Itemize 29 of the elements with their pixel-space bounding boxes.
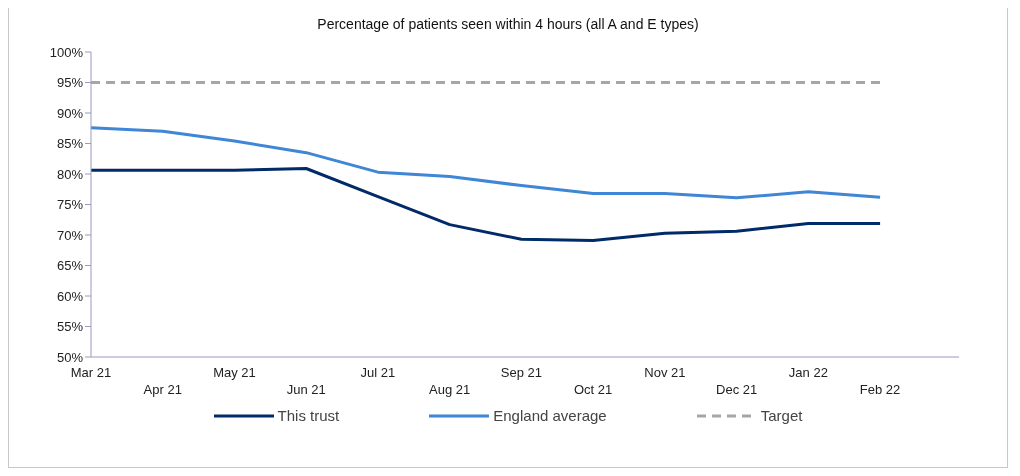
y-tick-label: 65%: [56, 258, 84, 274]
x-tick-label: Jan 22: [788, 365, 828, 380]
y-tick-label: 80%: [56, 166, 84, 182]
x-tick-label: Apr 21: [143, 382, 182, 397]
x-tick-label: Mar 21: [70, 365, 112, 380]
x-tick-label: Sep 21: [500, 365, 543, 380]
x-tick-label: Dec 21: [716, 382, 758, 397]
x-tick-label: Oct 21: [574, 382, 613, 397]
x-tick-label: Aug 21: [429, 382, 471, 397]
line-series: [91, 126, 882, 200]
x-tick-label: May 21: [213, 365, 256, 380]
line-series: [91, 167, 882, 242]
x-tick-label: Feb 22: [859, 382, 901, 397]
legend-label: Target: [760, 407, 803, 424]
x-tick-label: Nov 21: [644, 365, 686, 380]
legend-label: This trust: [277, 407, 340, 424]
y-tick-label: 90%: [56, 105, 84, 121]
x-tick-label: Jul 21: [360, 365, 396, 380]
x-tick-label: Jun 21: [286, 382, 326, 397]
y-tick-label: 55%: [56, 319, 84, 335]
legend-label: England average: [493, 407, 607, 424]
y-tick-label: 60%: [56, 288, 84, 304]
y-tick-label: 95%: [56, 75, 84, 91]
y-tick-label: 75%: [56, 197, 84, 213]
y-tick-label: 50%: [56, 349, 84, 365]
y-tick-label: 100%: [49, 44, 84, 60]
chart-title: Percentage of patients seen within 4 hours (all A and E types): [316, 15, 700, 32]
y-tick-label: 70%: [56, 227, 84, 243]
y-tick-label: 85%: [56, 136, 84, 152]
